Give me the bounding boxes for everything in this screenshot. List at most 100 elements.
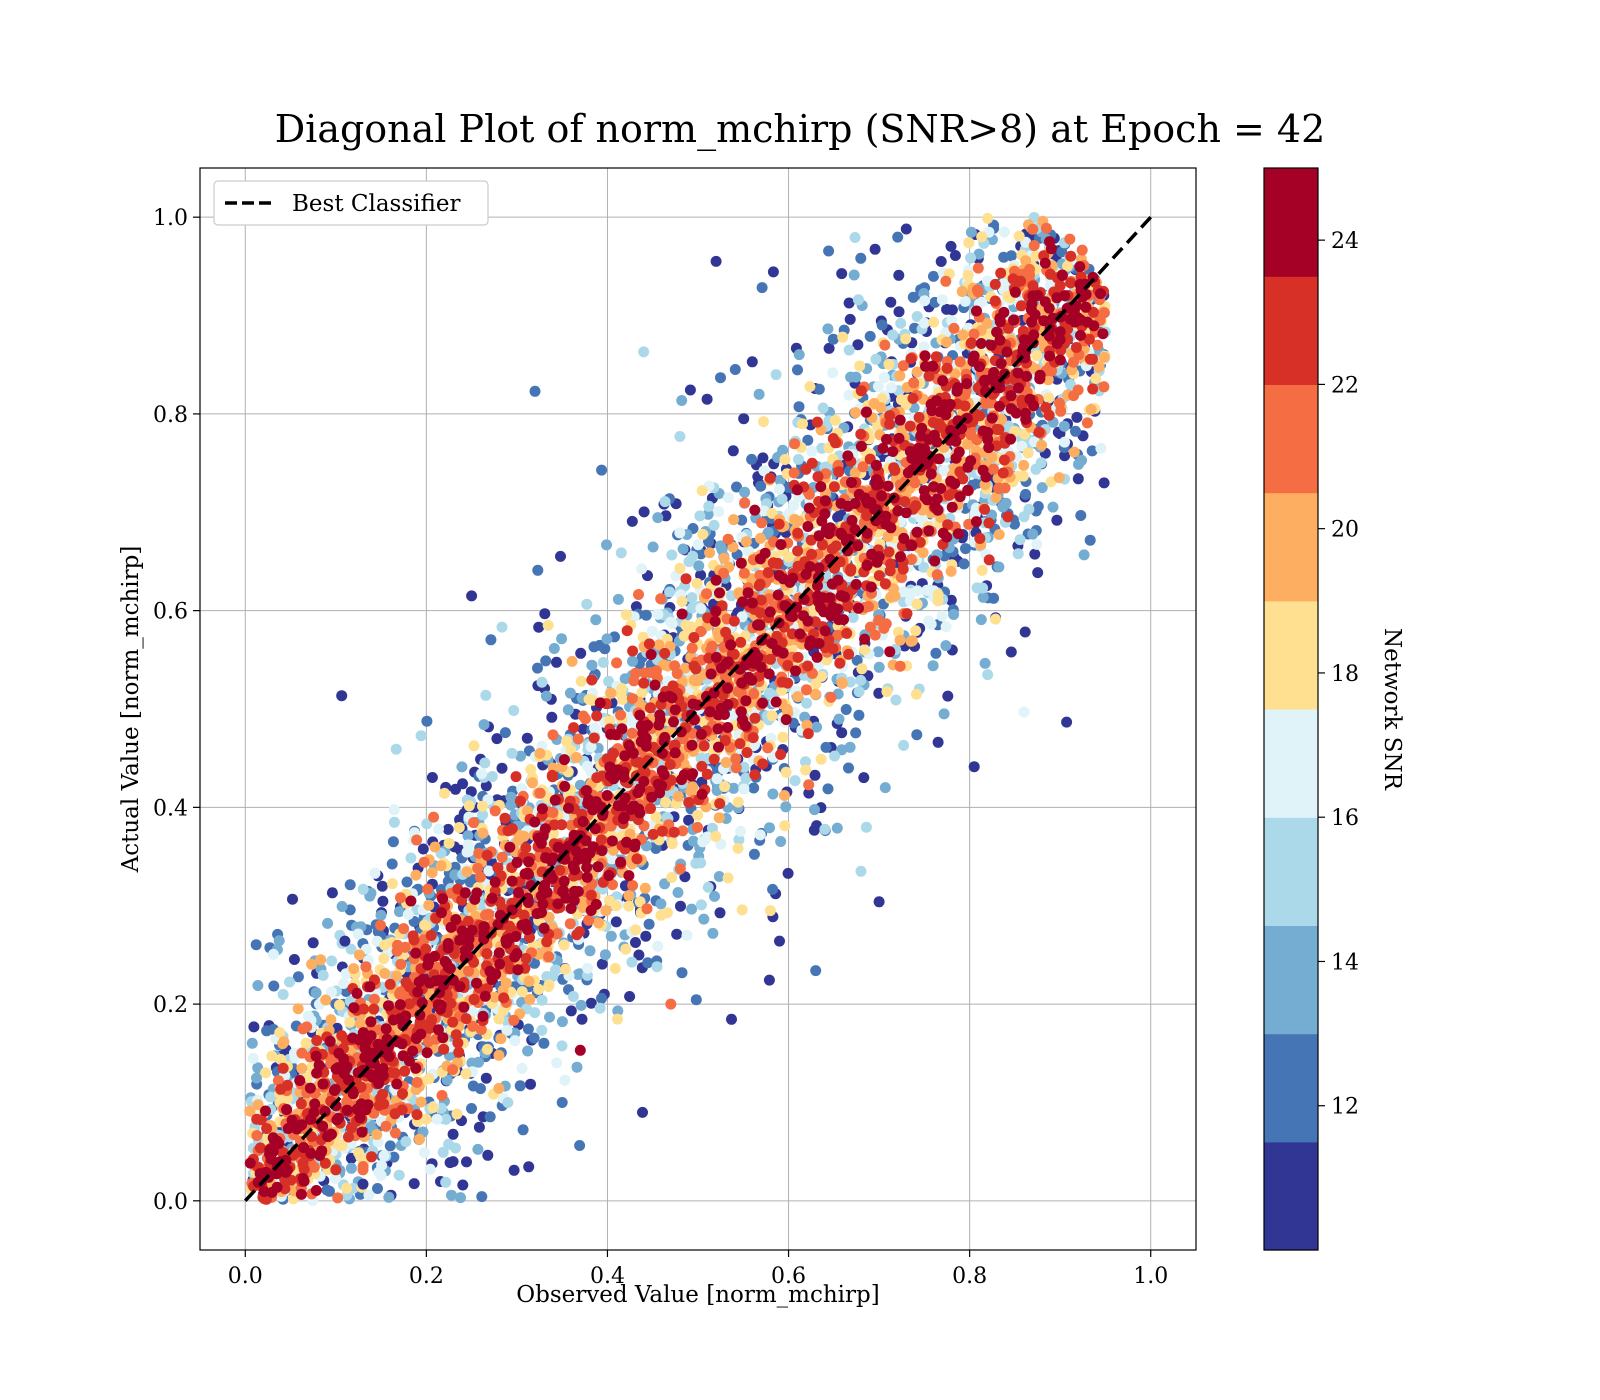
scatter-point	[736, 514, 748, 526]
scatter-point	[456, 761, 468, 773]
scatter-point	[820, 741, 832, 753]
scatter-point	[945, 594, 957, 606]
scatter-point	[506, 747, 518, 759]
scatter-point	[666, 549, 678, 561]
scatter-point	[774, 474, 786, 486]
scatter-point	[789, 775, 801, 787]
scatter-point	[923, 615, 934, 627]
scatter-point	[755, 480, 767, 492]
scatter-point	[454, 814, 466, 826]
scatter-point	[990, 613, 1001, 625]
scatter-point	[675, 900, 686, 912]
scatter-point	[341, 1182, 353, 1194]
scatter-point	[1036, 482, 1048, 494]
scatter-point	[1095, 442, 1107, 454]
scatter-point	[377, 895, 389, 907]
scatter-point	[1085, 404, 1097, 416]
scatter-point	[971, 582, 983, 594]
scatter-point	[431, 1113, 443, 1125]
scatter-point	[556, 1016, 568, 1028]
scatter-point	[603, 675, 615, 687]
scatter-point	[962, 269, 974, 281]
scatter-point	[963, 237, 975, 249]
scatter-point	[405, 852, 417, 864]
scatter-point	[442, 823, 454, 835]
scatter-point	[300, 1037, 312, 1049]
scatter-point	[1005, 646, 1017, 658]
scatter-point	[1022, 447, 1034, 459]
scatter-point	[375, 909, 387, 921]
scatter-point	[843, 762, 854, 774]
scatter-point	[849, 232, 861, 243]
scatter-point	[783, 551, 795, 563]
scatter-point	[692, 539, 704, 551]
scatter-point	[1059, 450, 1071, 462]
scatter-point	[822, 323, 834, 335]
scatter-point	[333, 1140, 345, 1151]
scatter-point	[473, 1121, 485, 1133]
scatter-point	[647, 541, 659, 553]
scatter-point	[836, 727, 848, 739]
scatter-point	[988, 592, 1000, 604]
scatter-point	[480, 689, 492, 701]
scatter-point	[449, 861, 461, 873]
scatter-point	[615, 688, 627, 699]
scatter-point	[809, 769, 821, 781]
scatter-point	[936, 294, 948, 306]
scatter-point	[307, 937, 319, 949]
scatter-point	[652, 940, 664, 952]
scatter-point	[461, 1156, 472, 1168]
scatter-point	[932, 589, 944, 601]
scatter-point	[811, 820, 823, 832]
scatter-point	[424, 1163, 436, 1175]
scatter-point	[593, 917, 604, 929]
scatter-point	[792, 364, 803, 376]
scatter-point	[620, 609, 632, 621]
scatter-point	[767, 883, 779, 895]
scatter-point	[344, 879, 356, 891]
scatter-point	[960, 543, 971, 555]
scatter-point	[698, 913, 710, 925]
scatter-point	[296, 1062, 308, 1074]
scatter-point	[748, 848, 760, 860]
scatter-point	[710, 830, 722, 842]
scatter-point	[702, 508, 714, 520]
scatter-point	[910, 625, 922, 637]
scatter-point	[655, 909, 667, 921]
scatter-point	[907, 291, 919, 303]
scatter-point	[455, 1192, 466, 1204]
scatter-point	[773, 483, 785, 495]
scatter-point	[836, 744, 848, 756]
scatter-point	[325, 1014, 337, 1026]
scatter-point	[956, 286, 968, 297]
scatter-point	[722, 872, 734, 884]
scatter-point	[517, 1124, 529, 1136]
scatter-point	[870, 353, 882, 365]
scatter-point	[942, 690, 954, 702]
scatter-point	[539, 608, 551, 620]
scatter-point	[610, 900, 622, 912]
scatter-point	[954, 356, 966, 368]
scatter-point	[792, 691, 804, 703]
scatter-point	[414, 1133, 425, 1145]
scatter-point	[731, 481, 742, 493]
scatter-point	[650, 843, 662, 854]
scatter-point	[421, 715, 433, 727]
scatter-point	[927, 660, 939, 672]
scatter-point	[738, 783, 750, 795]
scatter-point	[357, 1164, 369, 1176]
scatter-point	[411, 1076, 423, 1088]
scatter-point	[652, 512, 664, 524]
scatter-point	[548, 643, 560, 654]
scatter-point	[544, 1011, 555, 1023]
scatter-point	[676, 395, 688, 406]
scatter-point	[479, 757, 491, 769]
scatter-point	[972, 262, 984, 274]
scatter-point	[348, 963, 360, 975]
scatter-point	[732, 796, 744, 808]
scatter-point	[528, 1032, 540, 1044]
scatter-points	[244, 212, 1111, 1206]
scatter-point	[801, 697, 813, 709]
scatter-point	[813, 383, 825, 395]
scatter-point	[352, 928, 364, 940]
